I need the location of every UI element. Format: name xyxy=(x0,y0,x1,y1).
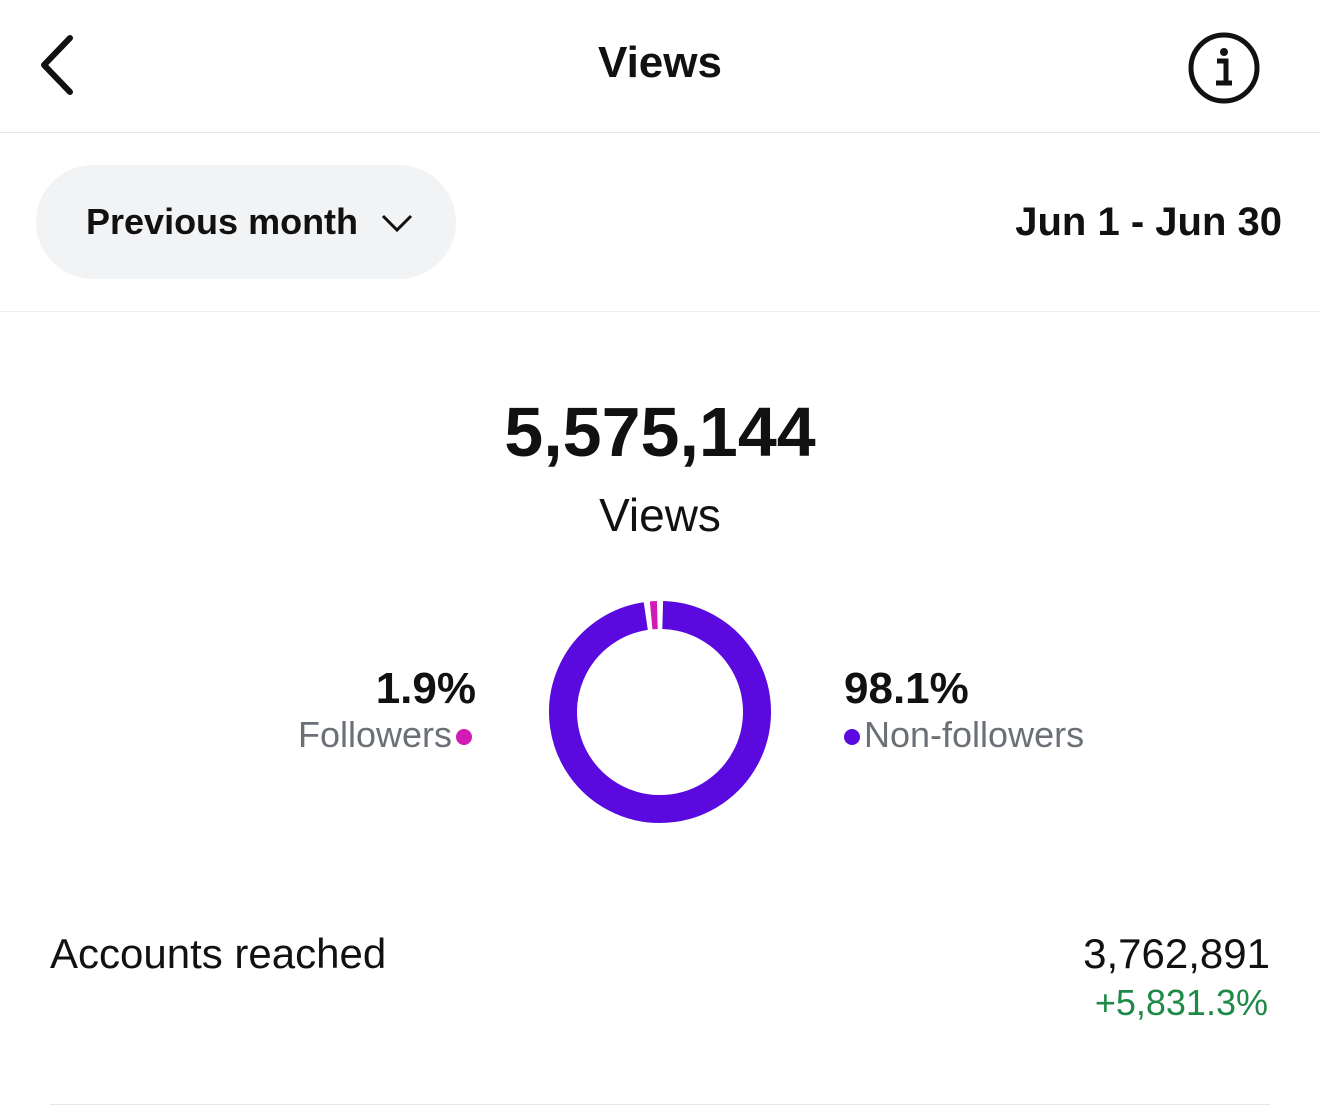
legend-nonfollowers: 98.1% Non-followers xyxy=(840,664,1084,756)
metric-change: +5,831.3% xyxy=(1094,982,1268,1023)
metric-value: 3,762,891 xyxy=(1083,930,1270,977)
range-button[interactable]: Previous month xyxy=(36,165,456,279)
info-button[interactable] xyxy=(1186,30,1262,106)
legend-followers: 1.9% Followers xyxy=(298,664,476,756)
date-range: Jun 1 - Jun 30 xyxy=(1015,200,1282,244)
total-label: Views xyxy=(599,489,721,541)
donut-chart xyxy=(549,601,771,823)
back-button[interactable] xyxy=(30,30,90,100)
legend-dot xyxy=(844,729,860,746)
legend-value: 98.1% xyxy=(844,664,969,713)
divider xyxy=(50,1104,1270,1105)
header: Views xyxy=(0,0,1320,133)
chevron-down xyxy=(382,214,413,233)
legend-name: Followers xyxy=(297,714,452,755)
legend-value: 1.9% xyxy=(375,664,476,713)
legend-label: Followers xyxy=(298,714,476,756)
legend-dot xyxy=(456,729,472,746)
metric-name: Accounts reached xyxy=(50,930,387,977)
legend-name: Non-followers xyxy=(864,714,1085,755)
range-button-label: Previous month xyxy=(86,201,414,243)
total-views: 5,575,144 xyxy=(504,393,816,471)
divider xyxy=(0,311,1320,312)
donut-segment xyxy=(549,601,771,823)
range-text: Previous month xyxy=(86,201,359,242)
header-title: Views xyxy=(598,38,722,87)
legend-label: Non-followers xyxy=(840,714,1084,756)
